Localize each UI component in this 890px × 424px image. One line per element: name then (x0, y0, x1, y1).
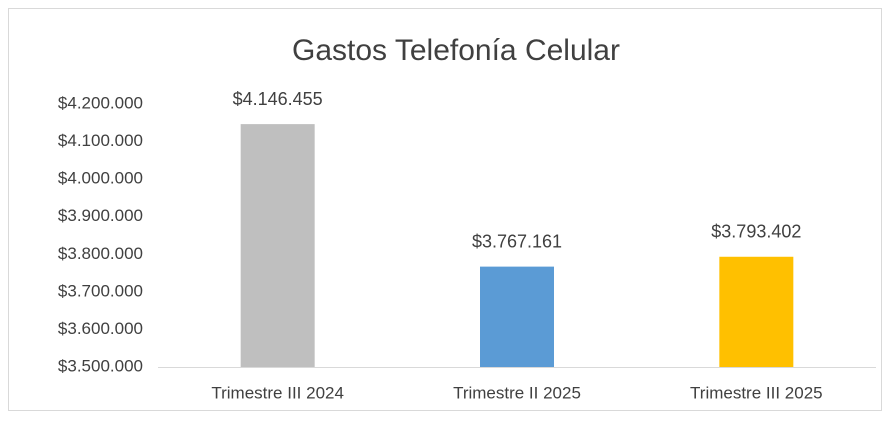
y-tick-label: $4.100.000 (58, 131, 143, 150)
y-tick-label: $3.600.000 (58, 319, 143, 338)
bar (480, 266, 554, 367)
data-label: $4.146.455 (233, 89, 323, 109)
y-tick-label: $4.200.000 (58, 93, 143, 112)
data-label: $3.793.402 (711, 222, 801, 242)
bar (719, 256, 794, 367)
x-tick-label: Trimestre II 2025 (453, 383, 581, 402)
y-tick-label: $3.900.000 (58, 206, 143, 225)
y-tick-label: $4.000.000 (58, 169, 143, 188)
bar (240, 124, 315, 368)
x-tick-label: Trimestre III 2025 (690, 383, 823, 402)
data-label: $3.767.161 (472, 231, 562, 251)
y-tick-label: $3.800.000 (58, 244, 143, 263)
x-tick-label: Trimestre III 2024 (211, 383, 344, 402)
y-tick-label: $3.500.000 (58, 356, 143, 375)
y-tick-label: $3.700.000 (58, 281, 143, 300)
chart-title: Gastos Telefonía Celular (292, 34, 620, 67)
